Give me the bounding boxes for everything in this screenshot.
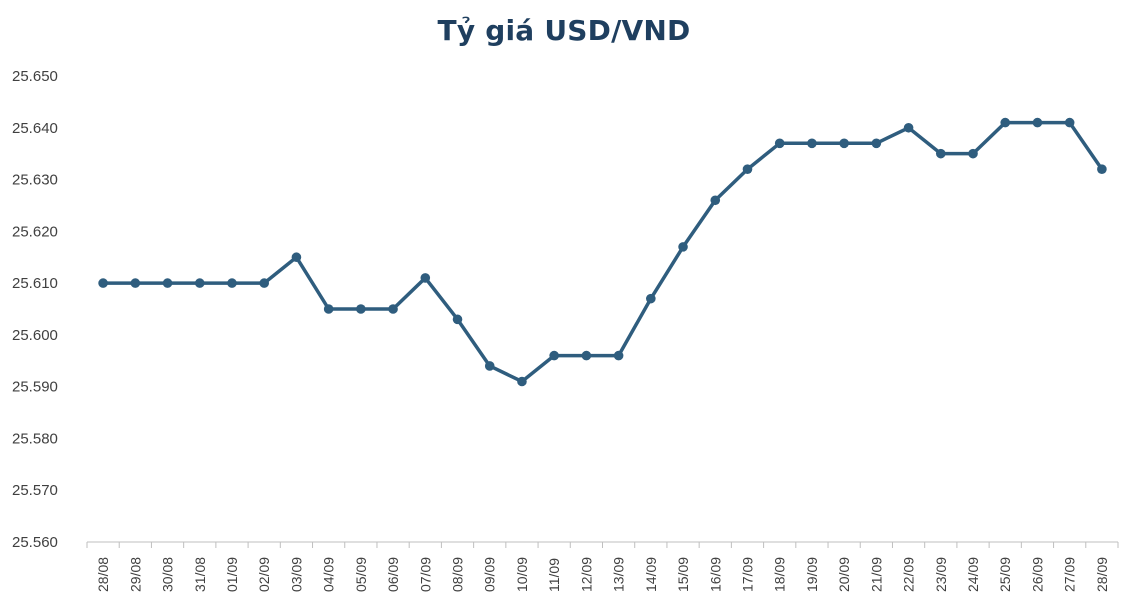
data-point [678,242,688,252]
y-tick-label: 25.640 [12,120,58,137]
data-point [646,293,656,304]
data-point [710,195,721,206]
data-point [130,278,141,288]
x-tick-label: 29/08 [127,557,143,592]
data-point [484,361,495,371]
y-tick-label: 25.610 [12,275,58,292]
x-tick-label: 24/09 [965,557,981,592]
data-point [388,304,398,314]
x-tick-label: 02/09 [256,557,272,592]
x-tick-label: 28/08 [95,557,111,592]
data-point [774,138,785,149]
data-point [420,273,431,283]
y-tick-label: 25.590 [12,379,58,396]
data-point [1064,117,1075,128]
data-point [742,164,753,174]
data-point [98,278,108,288]
series-layer [98,117,1107,387]
x-tick-label: 14/09 [643,557,659,592]
x-tick-label: 08/09 [450,557,466,592]
x-tick-label: 27/09 [1062,557,1078,592]
x-tick-label: 30/08 [160,557,176,592]
data-point [291,252,302,263]
x-tick-label: 03/09 [288,557,304,592]
x-tick-label: 26/09 [1029,557,1045,592]
x-tick-label: 22/09 [901,557,917,592]
data-point [807,138,817,149]
data-point [581,350,592,361]
y-axis: 25.560 25.570 25.580 25.590 25.600 25.610 25.6… [12,68,58,551]
data-point [613,350,624,361]
data-point [968,148,978,159]
x-tick-label: 11/09 [546,558,562,592]
x-tick-label: 07/09 [417,557,433,592]
x-tick-label: 09/09 [482,557,498,592]
x-tick-label: 15/09 [675,557,691,592]
x-tick-label: 16/09 [707,557,723,592]
y-tick-label: 25.620 [12,223,58,240]
data-point [1000,117,1011,128]
data-point [162,278,173,288]
data-point [259,278,270,288]
x-tick-label: 31/08 [192,557,208,592]
data-point [194,278,205,288]
x-tick-label: 18/09 [772,557,788,592]
data-point [1097,164,1107,174]
x-tick-label: 25/09 [997,557,1013,592]
data-point [549,350,559,361]
data-point [839,138,849,149]
data-point [903,122,914,133]
y-tick-label: 25.630 [12,172,58,189]
y-tick-label: 25.650 [12,68,58,85]
data-point [517,376,527,387]
x-tick-label: 28/09 [1094,557,1110,592]
data-point [935,148,946,159]
x-tick-label: 13/09 [611,557,627,592]
y-tick-label: 25.560 [12,534,58,551]
y-tick-label: 25.600 [12,327,58,344]
x-tick-label: 20/09 [836,557,852,592]
chart-title: Tỷ giá USD/VND [437,14,691,47]
x-tick-label: 06/09 [385,557,401,592]
data-point [871,138,882,149]
x-tick-label: 17/09 [739,557,755,592]
x-tick-label: 19/09 [804,557,820,592]
x-tick-label: 10/09 [514,557,530,592]
data-point [452,314,463,325]
x-tick-label: 23/09 [933,557,949,592]
y-tick-label: 25.570 [12,482,58,499]
x-tick-label: 04/09 [321,557,337,592]
x-tick-label: 05/09 [353,557,369,592]
x-axis: 28/08 29/08 30/08 31/08 01/09 02/09 03/09 04/09… [86,541,1119,592]
data-point [1032,117,1043,128]
data-point [356,304,366,314]
x-tick-label: 21/09 [868,557,884,592]
x-tick-label: 01/09 [224,557,240,592]
y-tick-label: 25.580 [12,430,58,447]
x-tick-label: 12/09 [578,557,594,592]
data-point [227,278,237,288]
series-line [101,120,1104,384]
data-point [323,304,334,314]
